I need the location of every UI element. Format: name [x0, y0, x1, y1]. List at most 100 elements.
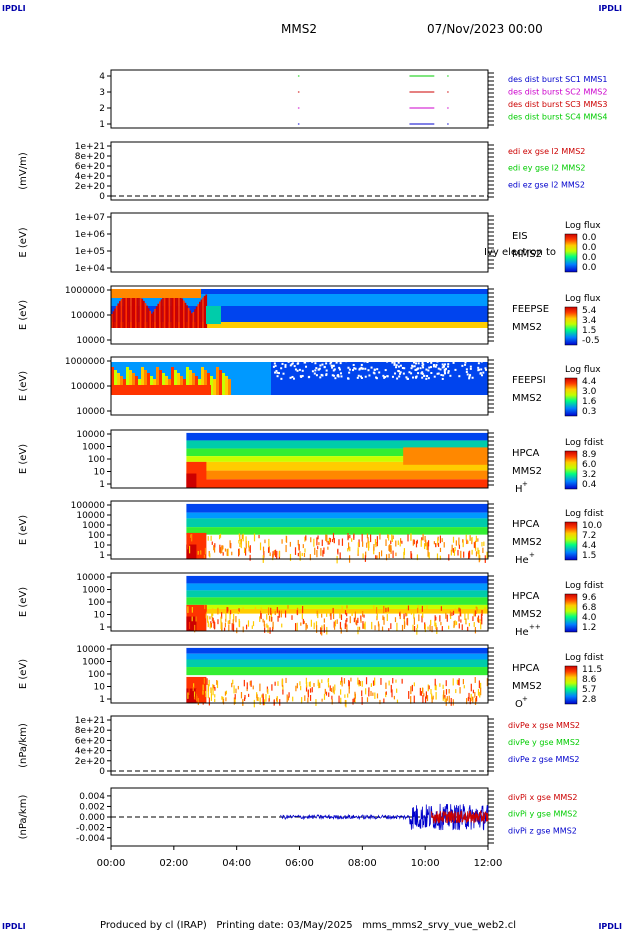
hpca_he-cell	[199, 551, 201, 555]
hpca_hepp-cell	[346, 612, 348, 617]
hpca_o-cell	[319, 682, 321, 688]
feepsi-cell	[147, 373, 150, 395]
hpca_o-cell	[395, 679, 397, 683]
feepsi-gap	[335, 361, 338, 364]
edi-ytick-label: 0	[99, 192, 105, 202]
hpca_h-ytick-label: 1000	[82, 443, 105, 453]
hpca_o-cell	[267, 688, 269, 694]
hpca_he-cell	[475, 535, 477, 543]
hpca_o-cbar-tick-label: 8.6	[582, 675, 597, 685]
hpca_he-cell	[331, 538, 334, 543]
hpca_o-cell	[443, 691, 445, 699]
hpca_hepp-cell	[194, 624, 196, 633]
feepsi-cbar-tick-label: 4.4	[582, 377, 597, 387]
feepsi-gap	[367, 369, 370, 372]
corner-label-bottom-right: IPDLI	[598, 922, 622, 931]
hpca_he-cell	[415, 541, 418, 548]
hpca_h-cbar-tick-label: 0.4	[582, 480, 597, 490]
feepsi-gap	[364, 375, 367, 378]
hpca_hepp-cell	[236, 627, 238, 634]
x-axis-tick-label: 10:00	[411, 858, 440, 869]
hpca_hepp-cell	[427, 626, 429, 630]
feepsi-gap	[345, 360, 348, 363]
hpca_hepp-cell	[464, 612, 466, 620]
datetime-title: 07/Nov/2023 00:00	[427, 22, 543, 36]
hpca_o-cell	[472, 689, 475, 694]
hpca_o-cell	[434, 678, 436, 686]
feepsi-gap	[282, 372, 285, 375]
hpca_o-cell	[469, 697, 471, 705]
hpca_he-colorbar	[564, 521, 578, 561]
feepse-cell	[178, 295, 180, 328]
hpca_he-cell	[475, 547, 477, 551]
hpca_o-cell	[216, 680, 219, 689]
hpca_he-cell	[367, 537, 369, 544]
hpca_o-cell	[445, 689, 448, 695]
hpca_he-cell	[269, 552, 271, 557]
hpca_hepp-cell	[267, 625, 269, 633]
hpca_o-cell	[257, 697, 259, 702]
hpca_o-cell	[424, 696, 427, 703]
hpca_he-cell	[425, 539, 427, 547]
hpca_hepp-cell	[459, 608, 461, 617]
hpca_he-cell	[229, 540, 231, 548]
hpca_o-cell	[459, 687, 461, 694]
hpca_o-cell	[388, 680, 390, 686]
divpi-series-line	[280, 813, 410, 821]
feepsi-cell	[207, 373, 210, 395]
footer-credit: Produced by cl (IRAP) Printing date: 03/…	[100, 920, 517, 931]
hpca_he-cell	[413, 539, 415, 545]
feepse-cbar-tick-label: 1.5	[582, 326, 596, 336]
hpca_hepp-cell	[422, 612, 424, 618]
hpca_o-cell	[286, 694, 288, 703]
hpca_he-cell	[299, 553, 301, 561]
hpca_o-cell	[263, 699, 266, 706]
hpca_hepp-cbar-tick-label: 6.8	[582, 603, 597, 613]
hpca_hepp-cell	[199, 622, 202, 630]
feepsi-gap	[325, 362, 328, 365]
feepsi-gap	[393, 362, 396, 365]
hpca_o-cell	[358, 682, 360, 687]
hpca_he-band	[186, 527, 488, 535]
hpca_he-cell	[309, 554, 311, 561]
feepse-cell	[199, 301, 201, 328]
feepsi-gap	[422, 366, 425, 369]
hpca_hepp-cell	[460, 619, 462, 623]
edi-ytick-label: 4e+20	[75, 172, 106, 182]
hpca_o-cell	[193, 691, 196, 700]
feepsi-gap	[413, 365, 416, 368]
feepsi-gap	[471, 376, 474, 379]
hpca_hepp-cell	[254, 606, 257, 612]
feepsi-gap	[414, 360, 417, 363]
hpca_o-cell	[318, 681, 320, 689]
edi-legend-entry: edi ex gse l2 MMS2	[508, 147, 585, 156]
hpca_o-cell	[330, 688, 333, 692]
feepsi-gap	[405, 376, 408, 379]
hpca_he-cell	[373, 544, 375, 551]
feepsi-gap	[396, 377, 399, 380]
feepse-cbar-title: Log flux	[565, 294, 601, 304]
hpca_o-cell	[252, 685, 254, 690]
hpca_o-cell	[467, 696, 469, 702]
hpca_hepp-cell	[465, 619, 467, 623]
divpe-legend-entry: divPe y gse MMS2	[508, 738, 580, 747]
hpca_o-cell	[329, 685, 331, 692]
hpca_hepp-cell	[344, 623, 346, 630]
hpca_he-cell	[361, 533, 363, 542]
hpca_o-cell	[477, 689, 480, 696]
hpca_he-cell	[483, 541, 485, 546]
feepse-cbar-tick-label: 5.4	[582, 306, 597, 316]
hpca_he-cell	[401, 540, 403, 544]
hpca_hepp-cell	[452, 610, 455, 616]
hpca_o-cell	[435, 684, 437, 691]
hpca_o-cell	[311, 687, 313, 693]
feepsi-gap	[346, 377, 349, 380]
hpca_hepp-cell	[360, 619, 362, 623]
feepsi-gap	[303, 361, 306, 364]
feepsi-gap	[477, 369, 480, 372]
divpi-legend-entry: divPi x gse MMS2	[508, 793, 577, 802]
hpca_hepp-cell	[217, 607, 219, 615]
hpca_o-cell	[285, 677, 287, 684]
hpca_he-frame	[110, 500, 489, 560]
hpca_o-cell	[243, 679, 245, 687]
